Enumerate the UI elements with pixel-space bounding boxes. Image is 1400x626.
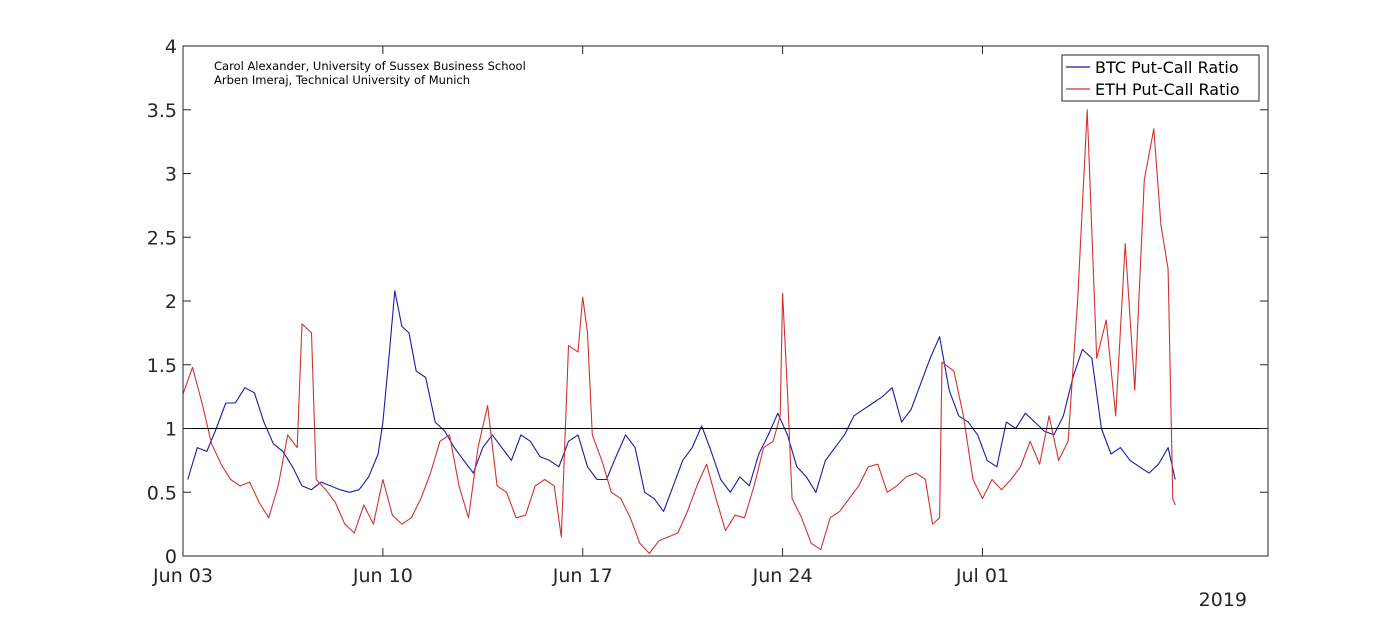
y-tick-label: 2 [165,291,177,313]
credit-line-2: Arben Imeraj, Technical University of Mu… [214,73,470,87]
year-label: 2019 [1199,589,1247,611]
x-tick-label: Jun 10 [352,565,413,587]
y-tick-label: 1 [165,419,177,441]
legend-label-btc: BTC Put-Call Ratio [1095,58,1239,77]
y-tick-label: 4 [165,36,177,58]
plot-area [183,46,1268,556]
series-layer [182,109,1176,555]
x-tick-label: Jun 03 [152,565,213,587]
y-tick-label: 1.5 [147,355,177,377]
legend: BTC Put-Call Ratio ETH Put-Call Ratio [1061,54,1260,102]
y-tick-label: 0 [165,546,177,568]
legend-box [1061,54,1260,102]
x-tick-label: Jul 01 [955,565,1009,587]
y-tick-label: 3.5 [147,100,177,122]
series-line-1 [182,109,1176,555]
credit-line-1: Carol Alexander, University of Sussex Bu… [214,59,526,73]
x-tick-label: Jun 24 [752,565,813,587]
axes-layer: 0 0.5 1 1.5 2 2.5 3 3.5 4 Jun 03 Jun 10 Jun 17 Jun 2… [147,36,1269,587]
y-tick-label: 3 [165,164,177,186]
series-line-0 [187,290,1176,512]
y-tick-label: 2.5 [147,227,177,249]
y-tick-label: 0.5 [147,482,177,504]
x-tick-label: Jun 17 [552,565,613,587]
legend-label-eth: ETH Put-Call Ratio [1095,80,1240,99]
